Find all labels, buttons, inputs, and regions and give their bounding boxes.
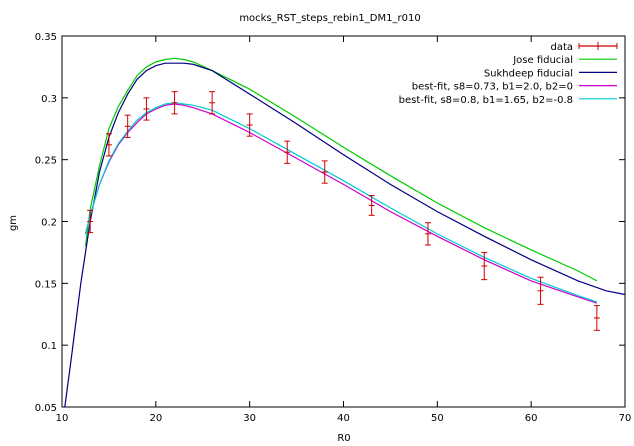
series-line-1 [64,62,626,408]
legend-label: Jose fiducial [512,55,573,66]
y-tick-label: 0.1 [41,341,57,352]
legend-label: best-fit, s8=0.73, b1=2.0, b2=0 [412,82,573,93]
y-tick-label: 0.05 [35,403,57,414]
x-tick-label: 10 [56,413,69,424]
data-point [424,222,431,246]
series-line-0 [84,57,598,282]
y-tick-label: 0.35 [35,32,57,43]
data-point [246,113,253,137]
data-point [87,209,94,234]
y-tick-label: 0.3 [41,94,57,105]
data-point [171,91,178,115]
data-point [368,195,375,216]
legend-entry: Sukhdeep fiducial [484,68,617,79]
x-tick-label: 30 [243,413,256,424]
legend-label: data [550,42,573,53]
data-point [481,251,488,281]
data-point [143,97,150,121]
data-point [124,114,131,138]
legend-entry: best-fit, s8=0.73, b1=2.0, b2=0 [412,82,617,93]
y-tick-label: 0.15 [35,279,57,290]
legend: data Jose fiducial Sukhdeep fiducial best-f… [399,42,618,106]
chart-title: mocks_RST_steps_rebin1_DM1_r010 [239,13,420,24]
legend-label: best-fit, s8=0.8, b1=1.65, b2=-0.8 [399,95,573,106]
y-axis-label: gm [8,215,19,231]
data-point [105,133,112,157]
data-point [321,160,328,184]
x-tick-label: 20 [149,413,162,424]
data-point [593,305,600,331]
x-tick-label: 40 [337,413,350,424]
x-tick-label: 70 [619,413,632,424]
legend-entry: Jose fiducial [512,55,617,66]
legend-label: Sukhdeep fiducial [484,68,573,79]
y-tick-label: 0.25 [35,156,57,167]
data-point [537,276,544,305]
data-point [284,140,291,164]
legend-entry: data [550,42,618,53]
y-tick-label: 0.2 [41,218,57,229]
legend-entry: best-fit, s8=0.8, b1=1.65, b2=-0.8 [399,95,617,106]
series-line-3 [84,102,598,303]
x-tick-label: 50 [431,413,444,424]
x-tick-label: 60 [525,413,538,424]
x-axis-label: R0 [337,433,350,444]
data-point [209,91,216,115]
